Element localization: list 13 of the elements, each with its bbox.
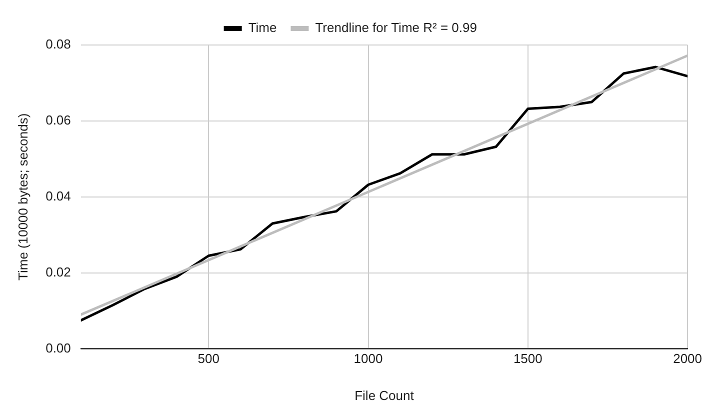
y-axis-title: Time (10000 bytes; seconds) <box>15 113 30 280</box>
y-tick-label: 0.08 <box>46 36 71 52</box>
y-tick-label: 0.00 <box>46 340 71 356</box>
x-tick-label: 1500 <box>513 351 542 366</box>
y-tick-label: 0.04 <box>46 188 71 204</box>
legend-label: Time <box>248 20 277 36</box>
x-tick-label: 1000 <box>354 351 383 366</box>
y-tick-label: 0.02 <box>46 264 71 280</box>
legend-label: Trendline for Time R² = 0.99 <box>315 20 477 36</box>
x-tick-label: 500 <box>198 351 220 366</box>
y-tick-label: 0.06 <box>46 112 71 128</box>
x-tick-label: 2000 <box>673 351 702 366</box>
x-axis-title: File Count <box>354 388 414 403</box>
